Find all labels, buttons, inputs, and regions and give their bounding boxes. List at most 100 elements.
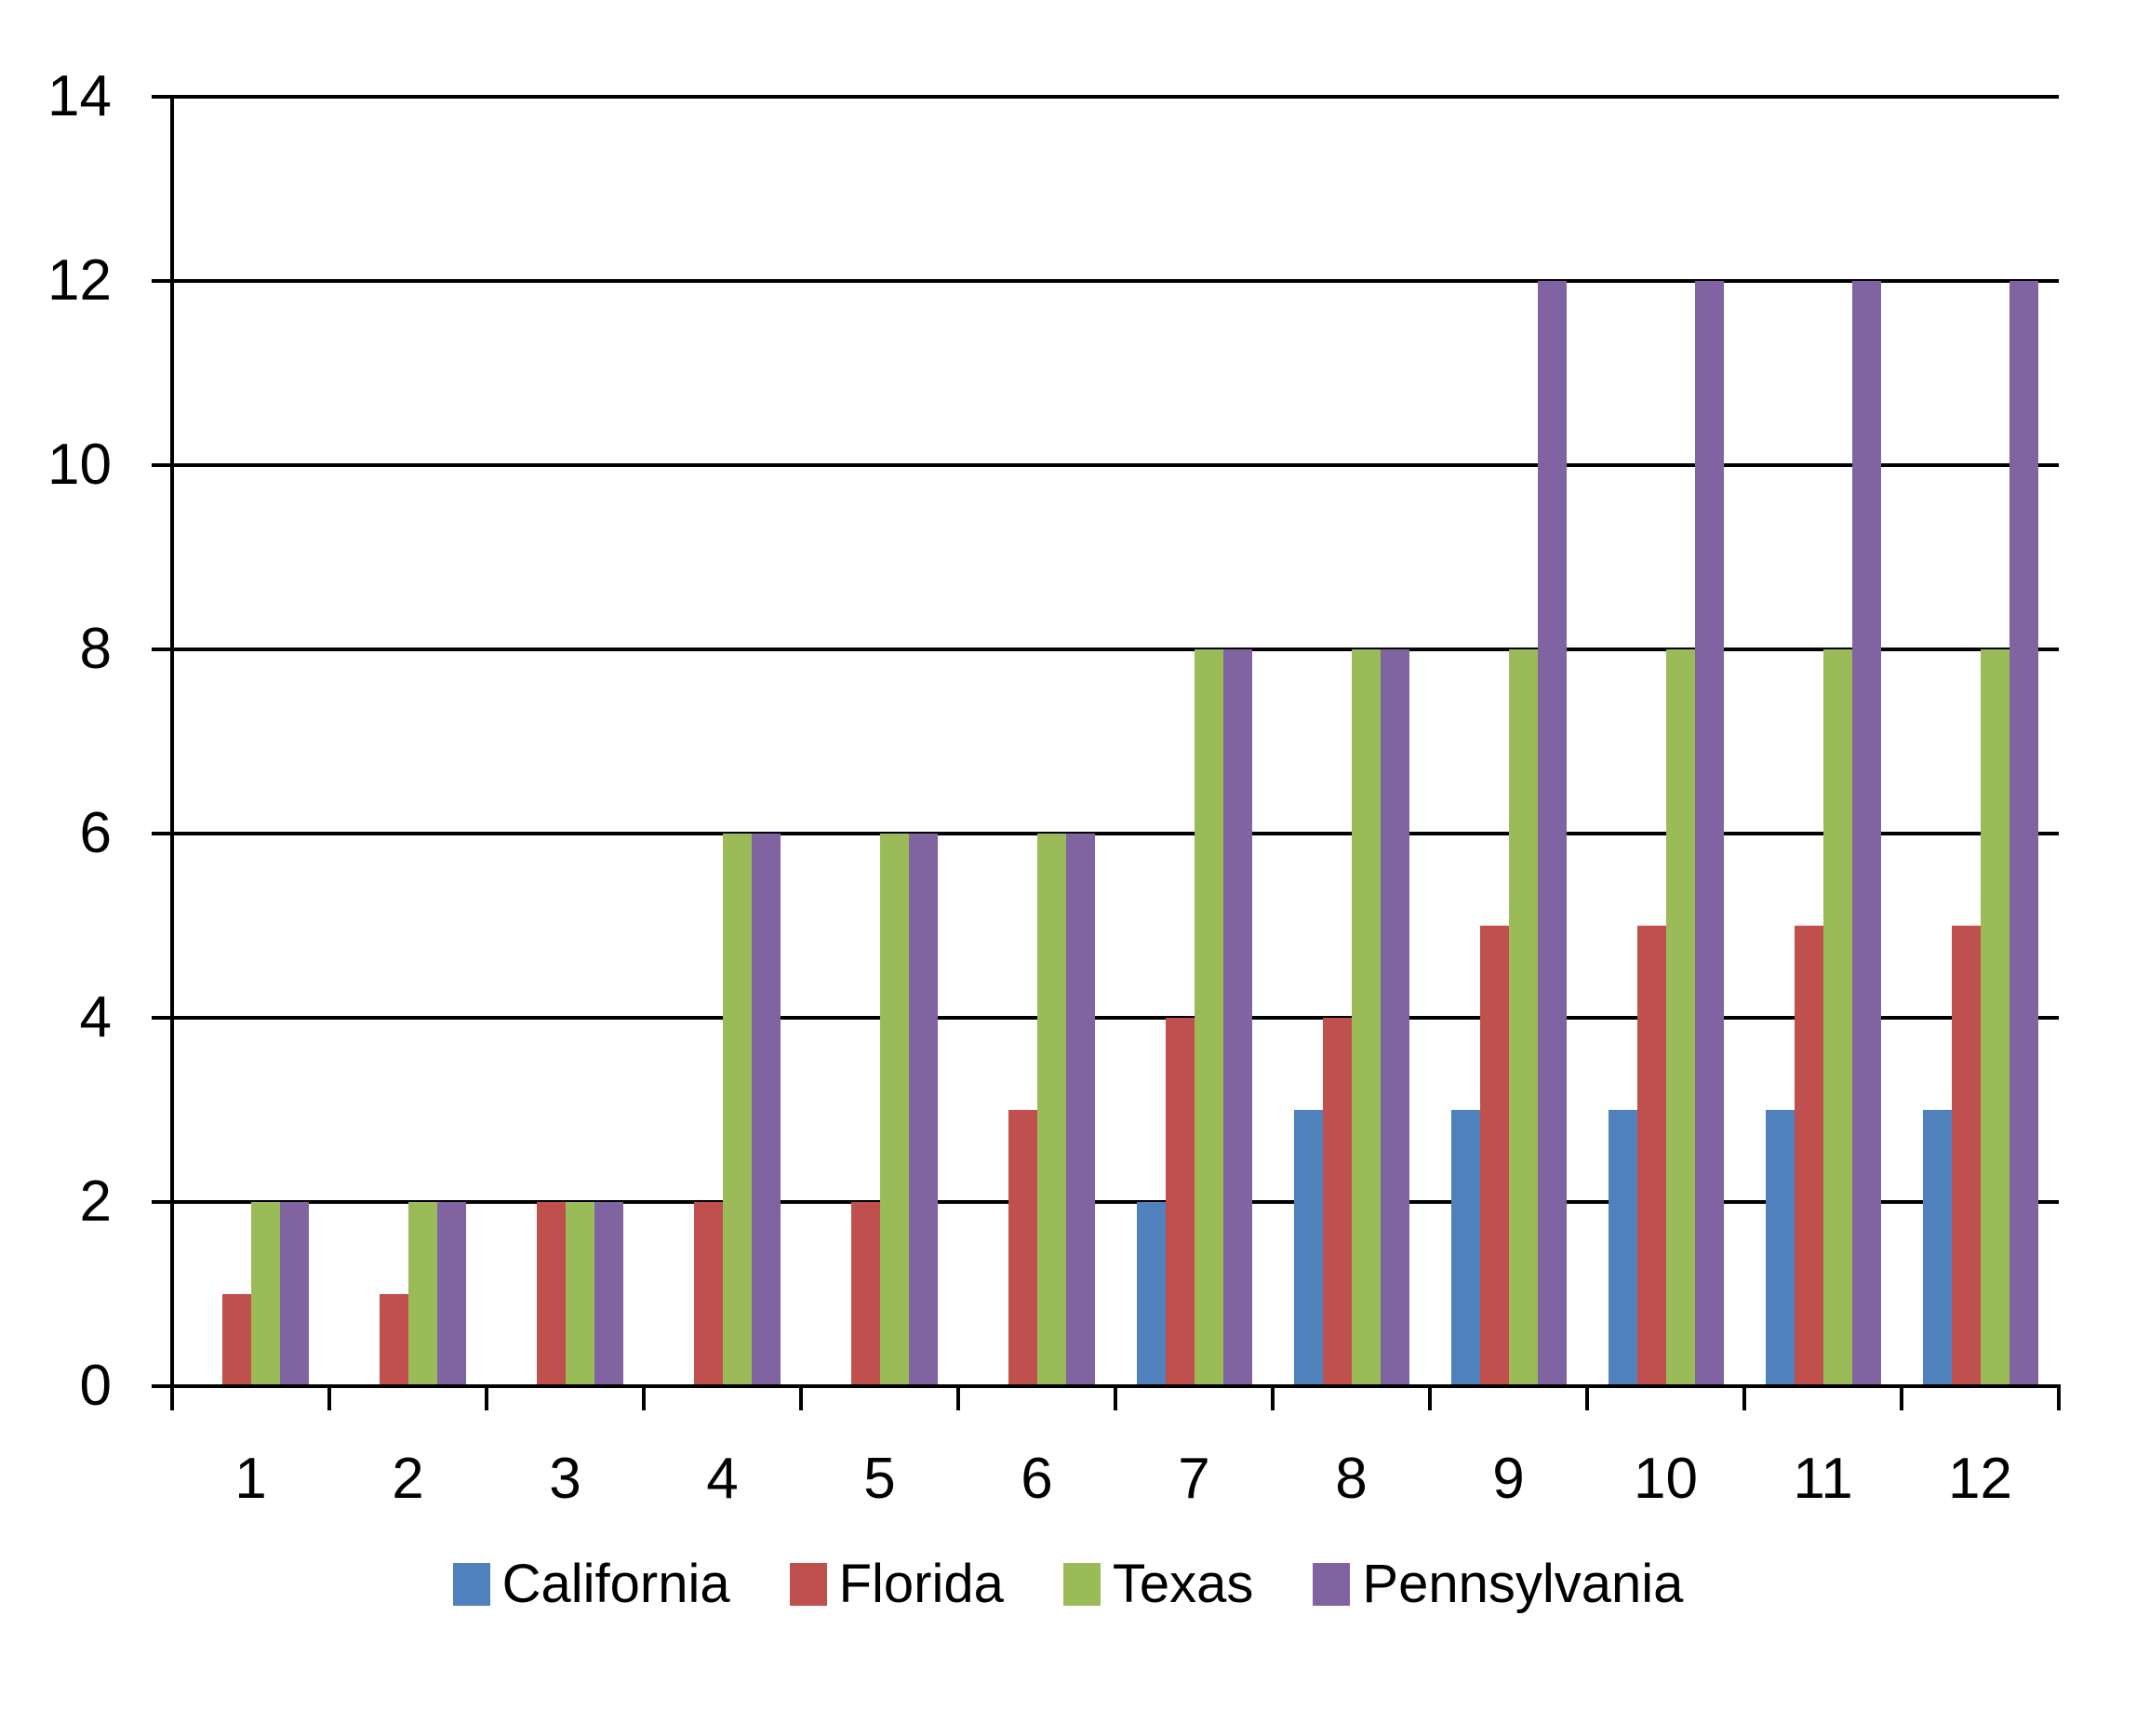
x-tick-8 xyxy=(1428,1386,1432,1410)
bar-florida-5 xyxy=(850,1202,880,1386)
y-tick-2 xyxy=(152,1200,172,1204)
x-axis-label-1: 1 xyxy=(234,1447,267,1511)
bar-texas-6 xyxy=(1036,834,1066,1386)
y-axis-label-14: 14 xyxy=(47,64,112,128)
bar-texas-2 xyxy=(407,1202,437,1386)
x-axis-label-8: 8 xyxy=(1335,1447,1368,1511)
y-axis-label-0: 0 xyxy=(79,1354,112,1418)
legend-item-pennsylvania: Pennsylvania xyxy=(1313,1556,1683,1613)
bar-florida-3 xyxy=(536,1202,566,1386)
x-axis-label-3: 3 xyxy=(549,1447,581,1511)
legend-swatch-pennsylvania xyxy=(1313,1563,1351,1606)
bar-california-11 xyxy=(1765,1110,1795,1386)
x-tick-10 xyxy=(1742,1386,1746,1410)
x-tick-2 xyxy=(485,1386,488,1410)
legend-swatch-california xyxy=(452,1563,490,1606)
bar-california-10 xyxy=(1608,1110,1637,1386)
legend-label-pennsylvania: Pennsylvania xyxy=(1362,1554,1684,1614)
y-tick-12 xyxy=(152,279,172,283)
legend-item-florida: Florida xyxy=(789,1554,1004,1614)
bar-texas-9 xyxy=(1508,649,1538,1386)
bar-pennsylvania-2 xyxy=(436,1202,466,1386)
bar-pennsylvania-3 xyxy=(594,1202,623,1386)
legend-label-california: California xyxy=(501,1554,730,1614)
y-tick-14 xyxy=(152,95,172,99)
bar-florida-2 xyxy=(379,1294,408,1386)
gridline-4 xyxy=(172,1016,2059,1020)
bar-texas-4 xyxy=(722,834,752,1386)
bar-florida-12 xyxy=(1951,926,1981,1386)
x-axis-label-12: 12 xyxy=(1948,1447,2012,1511)
bar-florida-1 xyxy=(221,1294,251,1386)
bar-california-9 xyxy=(1450,1110,1480,1386)
x-tick-12 xyxy=(2057,1386,2061,1410)
legend-swatch-florida xyxy=(789,1563,827,1606)
x-tick-9 xyxy=(1585,1386,1589,1410)
x-tick-4 xyxy=(799,1386,803,1410)
bar-texas-5 xyxy=(879,834,909,1386)
y-axis-label-2: 2 xyxy=(79,1169,112,1234)
bar-pennsylvania-1 xyxy=(279,1202,309,1386)
x-tick-0 xyxy=(170,1386,174,1410)
bar-florida-7 xyxy=(1165,1018,1195,1386)
gridline-10 xyxy=(172,463,2059,467)
x-tick-6 xyxy=(1114,1386,1117,1410)
bar-florida-11 xyxy=(1794,926,1823,1386)
x-axis-label-6: 6 xyxy=(1021,1447,1053,1511)
x-tick-3 xyxy=(642,1386,646,1410)
bar-california-12 xyxy=(1922,1110,1952,1386)
bar-texas-1 xyxy=(250,1202,280,1386)
bar-texas-11 xyxy=(1822,649,1852,1386)
bar-pennsylvania-10 xyxy=(1694,281,1724,1386)
gridline-8 xyxy=(172,648,2059,651)
y-tick-0 xyxy=(152,1384,172,1388)
y-axis-line xyxy=(170,97,174,1410)
x-tick-5 xyxy=(956,1386,960,1410)
x-axis-label-5: 5 xyxy=(863,1447,896,1511)
legend-label-texas: Texas xyxy=(1112,1554,1254,1614)
x-axis-label-4: 4 xyxy=(706,1447,739,1511)
x-axis-label-11: 11 xyxy=(1793,1447,1853,1511)
legend-item-texas: Texas xyxy=(1062,1554,1254,1614)
x-axis-label-7: 7 xyxy=(1178,1447,1210,1511)
legend: California Florida Texas Pennsylvania xyxy=(0,1556,2136,1613)
bar-pennsylvania-5 xyxy=(908,834,938,1386)
bar-pennsylvania-6 xyxy=(1065,834,1095,1386)
y-tick-6 xyxy=(152,832,172,835)
bar-california-7 xyxy=(1136,1202,1166,1386)
legend-swatch-texas xyxy=(1062,1563,1101,1606)
bar-pennsylvania-4 xyxy=(751,834,781,1386)
gridline-14 xyxy=(172,95,2059,99)
x-tick-1 xyxy=(327,1386,331,1410)
bar-texas-10 xyxy=(1665,649,1695,1386)
y-tick-10 xyxy=(152,463,172,467)
y-axis-label-10: 10 xyxy=(47,433,112,497)
bar-texas-12 xyxy=(1980,649,2009,1386)
bar-pennsylvania-8 xyxy=(1380,649,1409,1386)
bar-florida-10 xyxy=(1636,926,1666,1386)
bar-california-8 xyxy=(1293,1110,1323,1386)
bar-pennsylvania-7 xyxy=(1222,649,1252,1386)
bar-florida-4 xyxy=(693,1202,723,1386)
bar-pennsylvania-11 xyxy=(1851,281,1881,1386)
bar-texas-3 xyxy=(565,1202,594,1386)
bar-florida-9 xyxy=(1479,926,1509,1386)
bar-florida-8 xyxy=(1322,1018,1352,1386)
legend-label-florida: Florida xyxy=(838,1554,1004,1614)
bar-texas-7 xyxy=(1194,649,1223,1386)
y-tick-8 xyxy=(152,648,172,651)
bar-texas-8 xyxy=(1351,649,1381,1386)
gridline-6 xyxy=(172,832,2059,835)
gridline-2 xyxy=(172,1200,2059,1204)
gridline-12 xyxy=(172,279,2059,283)
bar-pennsylvania-9 xyxy=(1537,281,1567,1386)
x-axis-label-2: 2 xyxy=(392,1447,424,1511)
plot-area xyxy=(152,95,2061,1410)
x-axis-label-9: 9 xyxy=(1492,1447,1525,1511)
legend-item-california: California xyxy=(452,1554,730,1614)
y-axis-label-8: 8 xyxy=(79,617,112,681)
y-axis-label-4: 4 xyxy=(79,985,112,1049)
x-axis-label-10: 10 xyxy=(1634,1447,1698,1511)
bar-pennsylvania-12 xyxy=(2009,281,2038,1386)
